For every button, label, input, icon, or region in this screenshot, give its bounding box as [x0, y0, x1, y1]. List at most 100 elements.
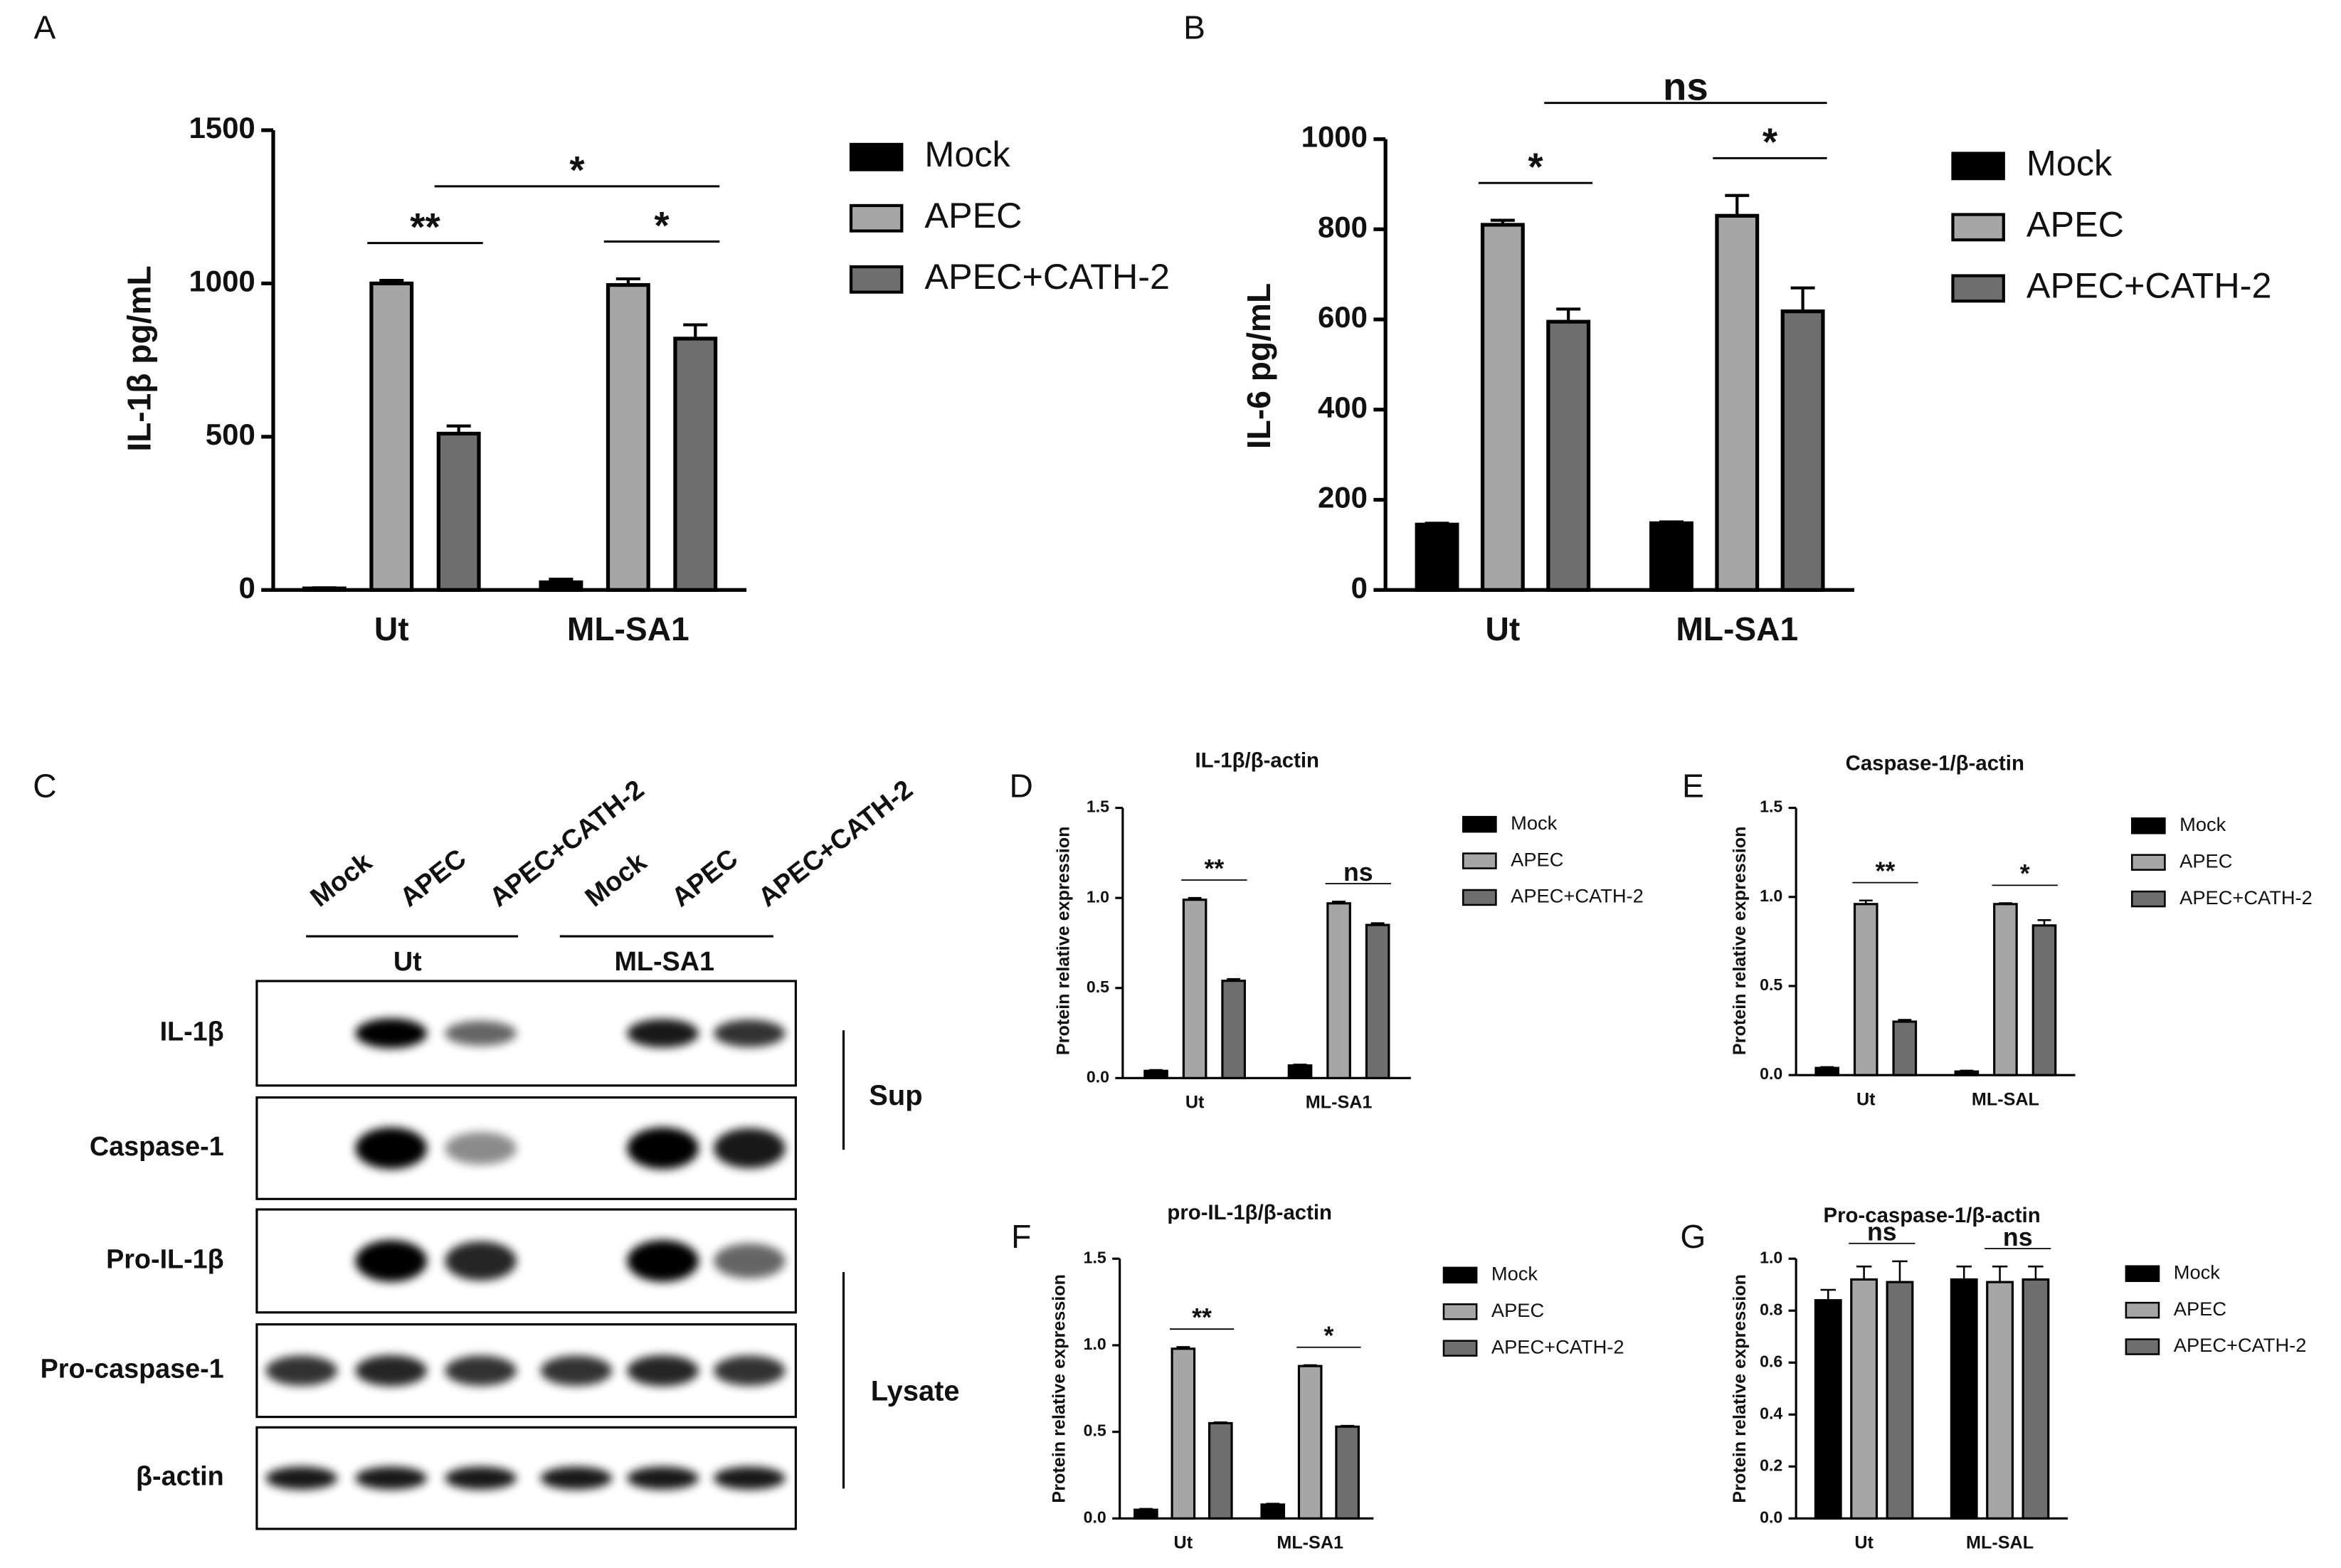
x-tick-label: ML-SA1 — [1676, 610, 1798, 647]
y-tick-label: 1.5 — [1760, 798, 1782, 816]
legend-label: APEC — [1511, 848, 1563, 870]
blot-strip — [255, 1426, 797, 1530]
legend-label: Mock — [2174, 1261, 2221, 1283]
significance-label: * — [654, 203, 670, 247]
row-label: Pro-IL-1β — [106, 1244, 224, 1274]
significance-label: ** — [410, 205, 440, 248]
row-label: β-actin — [136, 1462, 224, 1492]
bar — [1546, 319, 1591, 592]
bar — [1480, 223, 1525, 592]
row-label: Caspase-1 — [90, 1132, 224, 1162]
blot-band — [355, 1240, 428, 1282]
significance-label: ** — [1876, 857, 1896, 885]
blot-band — [445, 1132, 517, 1165]
blot-band — [713, 1466, 786, 1490]
bar — [302, 586, 347, 592]
bar — [1287, 1064, 1313, 1079]
blot-strip — [255, 1323, 797, 1419]
blot-strip — [255, 1096, 797, 1200]
significance-label: * — [569, 149, 585, 192]
y-tick-label: 1.0 — [1087, 887, 1109, 906]
bar — [539, 580, 583, 592]
legend-swatch — [1951, 152, 2005, 181]
chart-title: IL-1β/β-actin — [1195, 748, 1319, 772]
legend-label: APEC+CATH-2 — [1491, 1335, 1624, 1357]
bar — [1850, 1278, 1878, 1520]
y-axis-label: IL-1β pg/mL — [121, 265, 158, 451]
y-tick-label: 600 — [1318, 300, 1368, 334]
y-tick-label: 1.0 — [1084, 1335, 1106, 1353]
panel-letter: D — [1010, 767, 1033, 804]
y-tick-label: 1500 — [189, 111, 255, 144]
blot-band — [265, 1466, 338, 1490]
significance-label: ns — [1343, 858, 1373, 886]
legend-swatch — [2125, 1265, 2160, 1282]
y-tick-label: 200 — [1318, 481, 1368, 514]
blot-band — [445, 1020, 517, 1047]
y-tick-label: 0.8 — [1760, 1300, 1782, 1318]
legend-label: Mock — [2179, 813, 2226, 835]
legend-swatch — [1951, 274, 2005, 303]
y-tick-label: 1.5 — [1084, 1248, 1106, 1266]
blot-band — [713, 1355, 786, 1386]
y-axis-label: Protein relative expression — [1054, 827, 1074, 1056]
bar — [1814, 1299, 1842, 1520]
x-tick-label: ML-SA1 — [1277, 1533, 1343, 1553]
y-tick-label: 0.0 — [1087, 1067, 1109, 1086]
y-tick-label: 1.0 — [1760, 1248, 1782, 1266]
legend-swatch — [2125, 1338, 2160, 1355]
lane-label: APEC — [666, 844, 744, 913]
blot-band — [627, 1019, 699, 1048]
blot-band — [355, 1018, 428, 1049]
blot-band — [265, 1355, 338, 1386]
bar — [436, 431, 481, 592]
bar — [1954, 1070, 1980, 1076]
bar — [1853, 903, 1878, 1076]
y-tick-label: 0 — [1351, 571, 1368, 604]
y-tick-label: 0.0 — [1760, 1064, 1782, 1083]
x-tick-label: ML-SA1 — [567, 610, 689, 647]
y-tick-label: 0.2 — [1760, 1456, 1782, 1474]
legend-label: APEC — [924, 195, 1022, 235]
blot-band — [713, 1128, 786, 1169]
bar — [1182, 899, 1208, 1079]
row-label: IL-1β — [160, 1017, 224, 1047]
significance-label: * — [1528, 145, 1543, 189]
legend-label: APEC — [2179, 849, 2232, 872]
blot-band — [445, 1355, 517, 1386]
legend-label: APEC — [1491, 1299, 1544, 1321]
blot-band — [627, 1355, 699, 1387]
legend-swatch — [849, 142, 904, 171]
x-tick-label: Ut — [1856, 1089, 1876, 1109]
bar — [1297, 1365, 1323, 1520]
bar — [1950, 1278, 1978, 1520]
x-tick-label: Ut — [1185, 1093, 1205, 1113]
legend-label: APEC+CATH-2 — [2179, 886, 2313, 909]
bar — [673, 337, 718, 592]
panel-letter: C — [33, 767, 56, 804]
y-tick-label: 1.5 — [1087, 798, 1109, 816]
legend-swatch — [2130, 890, 2166, 908]
legend-swatch — [849, 265, 904, 294]
significance-label: * — [1763, 120, 1778, 164]
fraction-label: Lysate — [871, 1376, 960, 1407]
bar — [1365, 923, 1390, 1079]
bar — [1986, 1281, 2014, 1520]
legend-swatch — [849, 203, 904, 233]
chart-title: pro-IL-1β/β-actin — [1167, 1201, 1332, 1224]
legend-swatch — [2130, 817, 2166, 835]
blot-band — [627, 1466, 699, 1490]
bar — [1170, 1347, 1196, 1520]
blot-band — [627, 1240, 699, 1282]
x-tick-label: Ut — [1174, 1533, 1193, 1553]
blot-band — [355, 1127, 428, 1170]
chart-title: Pro-caspase-1/β-actin — [1824, 1204, 2041, 1227]
y-axis-label: Protein relative expression — [1730, 1274, 1750, 1503]
panel-letter: A — [34, 9, 56, 46]
legend-swatch — [2125, 1301, 2160, 1319]
x-tick-label: Ut — [1854, 1533, 1874, 1553]
legend-label: APEC+CATH-2 — [924, 256, 1170, 297]
significance-label: ns — [1867, 1218, 1897, 1246]
bar — [1993, 903, 2018, 1076]
